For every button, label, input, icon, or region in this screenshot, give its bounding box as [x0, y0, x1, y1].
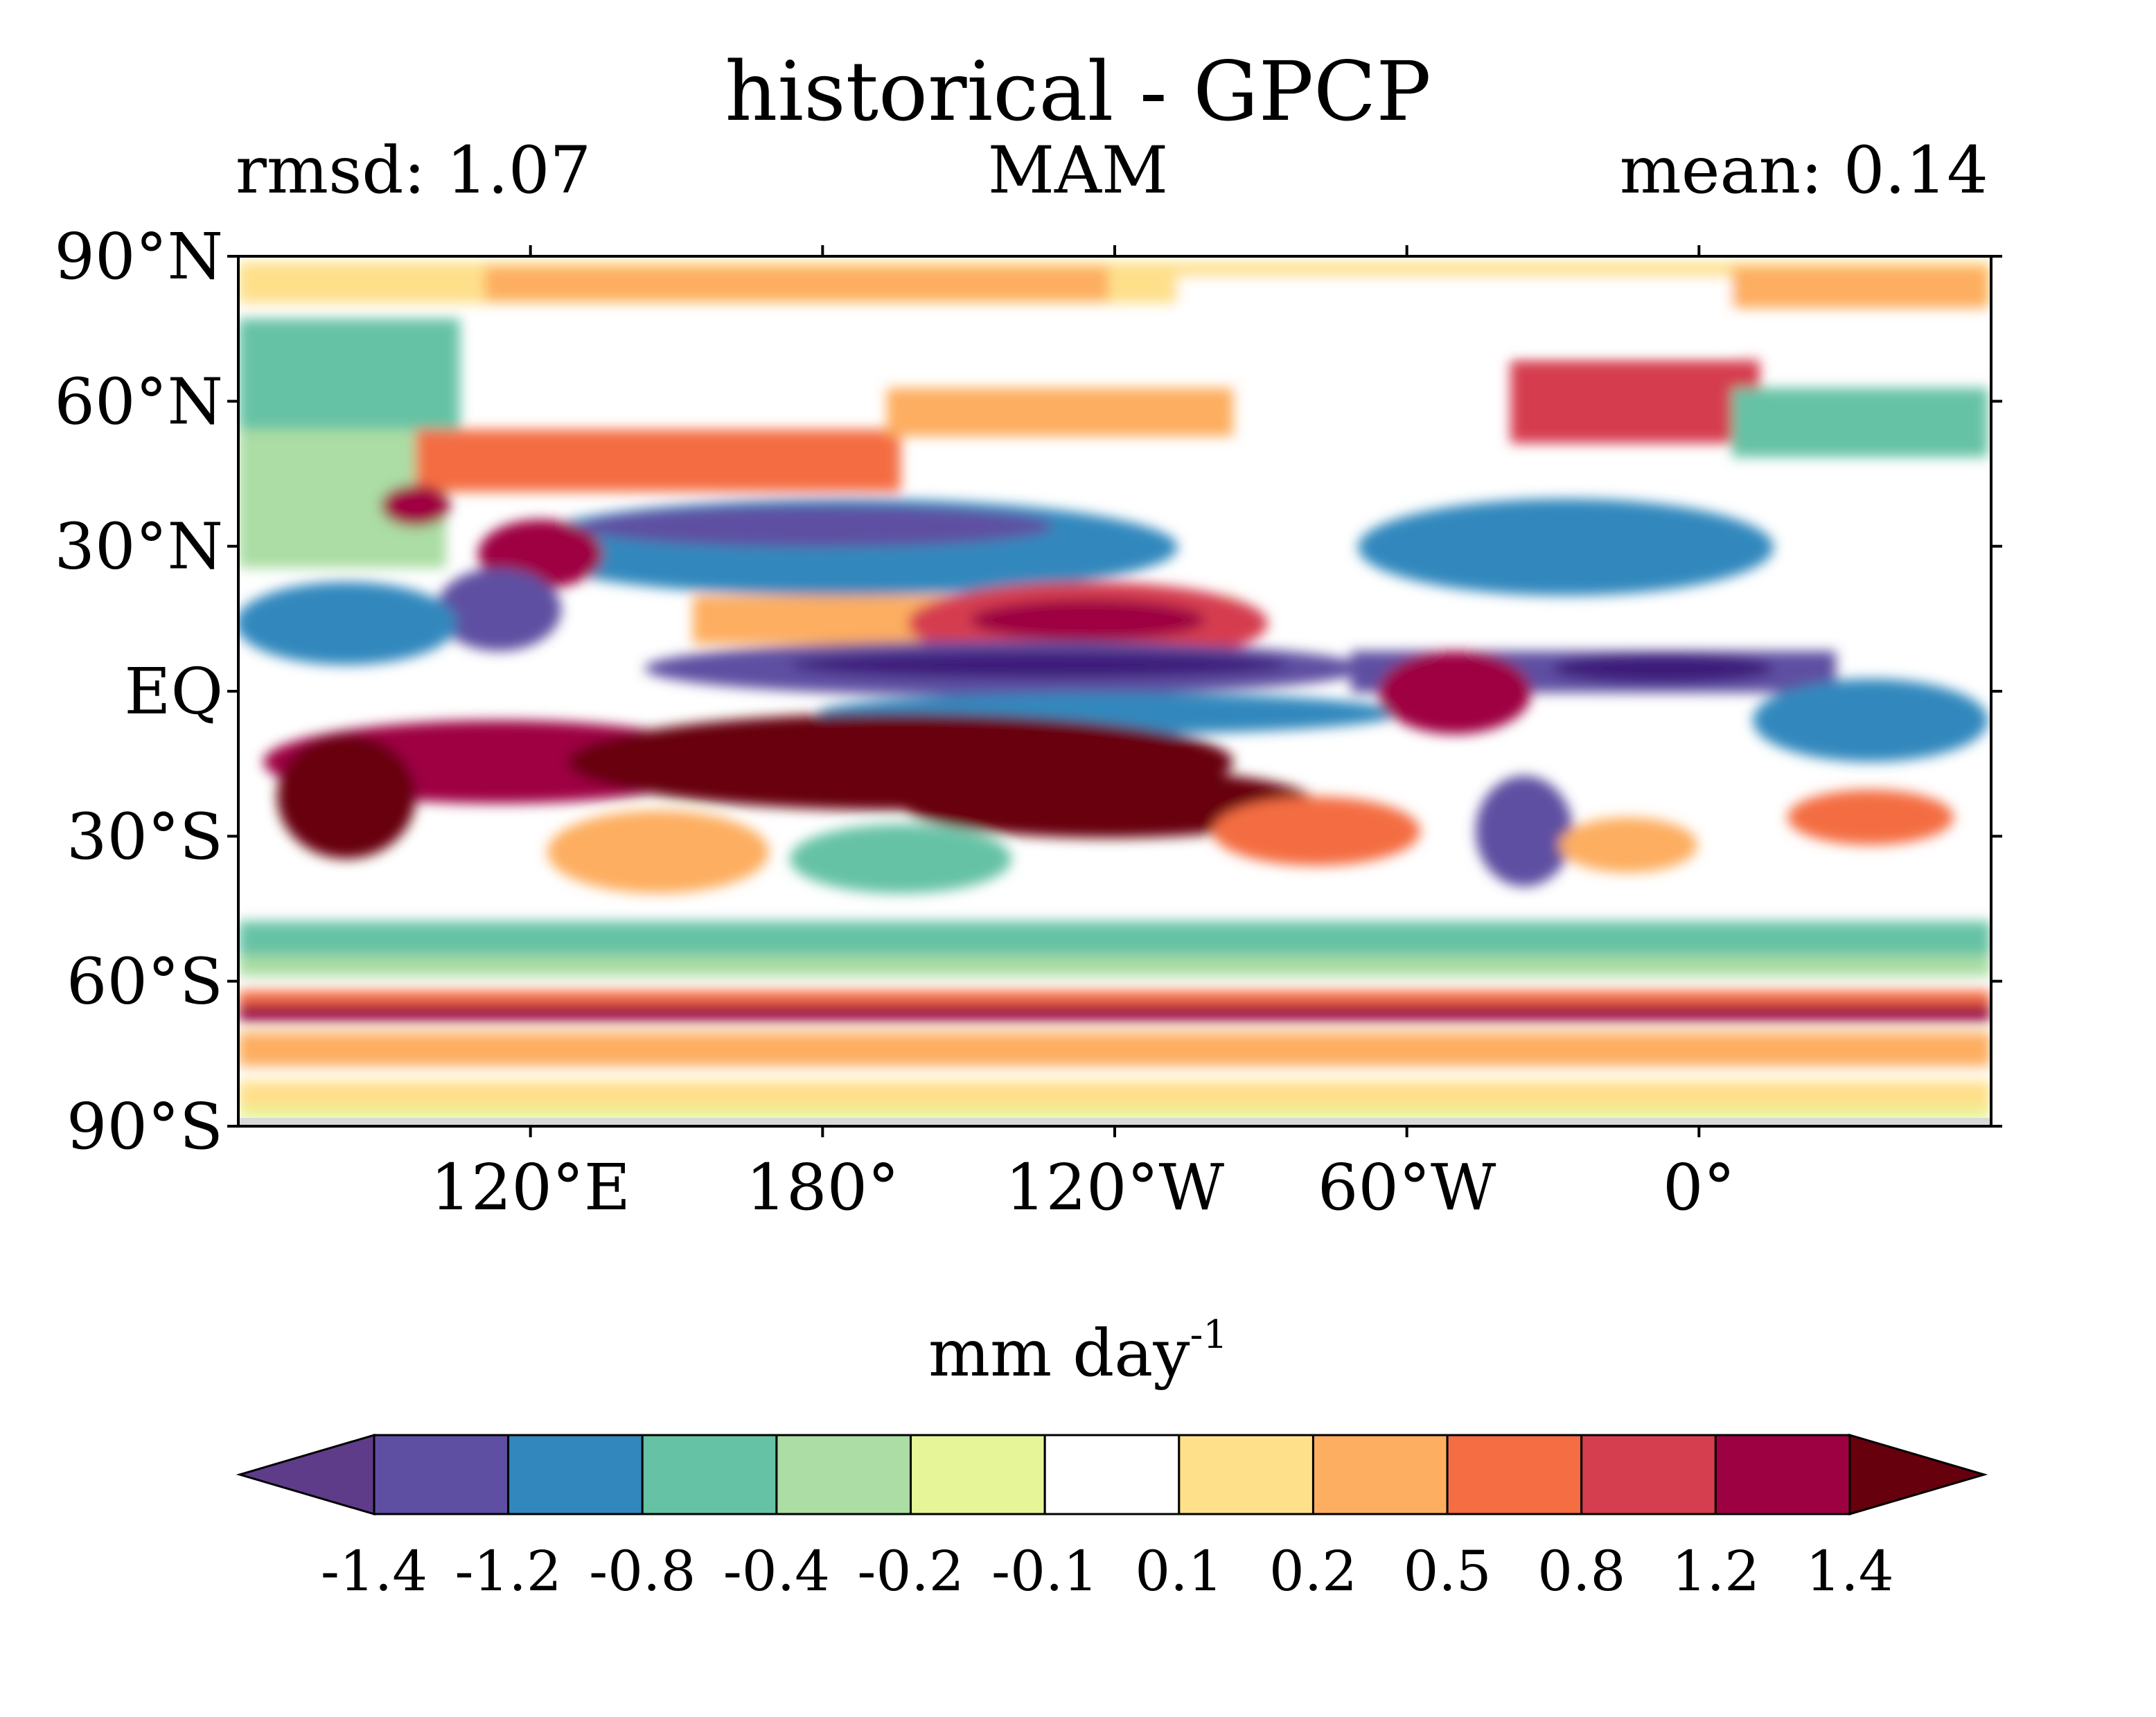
colorbar-tick-label: 0.1 [1135, 1539, 1223, 1603]
lon-tick-label: 120°W [1005, 1150, 1225, 1225]
lon-tick-label: 120°E [430, 1150, 630, 1225]
season-label: MAM [987, 133, 1169, 208]
colorbar-extend-high [1848, 1433, 1988, 1516]
colorbar-tick-label: -0.1 [991, 1539, 1098, 1603]
lat-tick-label: 60°S [67, 945, 223, 1019]
map-title: historical - GPCP [725, 44, 1431, 139]
colorbar-tick-label: -1.4 [321, 1539, 427, 1603]
colorbar-segment [373, 1434, 510, 1515]
colorbar-segment [1446, 1434, 1583, 1515]
lat-tick-label: 90°N [54, 220, 223, 294]
colorbar-tick-label: 0.8 [1537, 1539, 1625, 1603]
lat-tick-label: 30°S [67, 799, 223, 873]
lon-tick-label: 60°W [1318, 1150, 1496, 1225]
colorbar-tick-label: -0.8 [589, 1539, 696, 1603]
colorbar-tick-label: 0.2 [1269, 1539, 1357, 1603]
lat-tick-label: 30°N [54, 510, 223, 584]
longitude-axis: 120°E 180° 120°W 60°W 0° [430, 245, 1735, 1225]
colorbar-tick-label: 0.5 [1403, 1539, 1491, 1603]
colorbar-segment [1311, 1434, 1449, 1515]
colorbar: -1.4 -1.2 -0.8 -0.4 -0.2 -0.1 0.1 0.2 0.5 0.8 1.2 1… [236, 1433, 1988, 1603]
lat-tick-label: 90°S [67, 1089, 223, 1164]
units-text: mm day [928, 1316, 1190, 1391]
colorbar-tick-label: -0.2 [857, 1539, 964, 1603]
colorbar-segment [1043, 1434, 1181, 1515]
lon-tick-label: 0° [1663, 1150, 1735, 1225]
colorbar-tick-label: 1.4 [1805, 1539, 1893, 1603]
colorbar-segment [910, 1434, 1046, 1515]
colorbar-segment [1580, 1434, 1717, 1515]
colorbar-tick-label: -0.4 [723, 1539, 830, 1603]
lat-tick-label: EQ [124, 655, 223, 729]
units-exponent: -1 [1190, 1313, 1228, 1358]
colorbar-segment [1714, 1434, 1851, 1515]
colorbar-tick-label: -1.2 [455, 1539, 562, 1603]
colorbar-segment [1178, 1434, 1314, 1515]
colorbar-tick-label: 1.2 [1672, 1539, 1760, 1603]
mean-label: mean: 0.14 [1619, 133, 1988, 208]
colorbar-segment [507, 1434, 644, 1515]
colorbar-segment [775, 1434, 912, 1515]
latitude-axis: 90°N 60°N 30°N EQ 30°S 60°S 90°S [54, 220, 2002, 1164]
precip-difference-field [238, 256, 1991, 1126]
colorbar-units: mm day-1 [0, 1316, 2156, 1392]
colorbar-extend-low [236, 1433, 375, 1516]
lon-tick-label: 180° [746, 1150, 900, 1225]
lat-tick-label: 60°N [54, 364, 223, 438]
colorbar-segment [641, 1434, 778, 1515]
rmsd-label: rmsd: 1.07 [236, 133, 592, 208]
